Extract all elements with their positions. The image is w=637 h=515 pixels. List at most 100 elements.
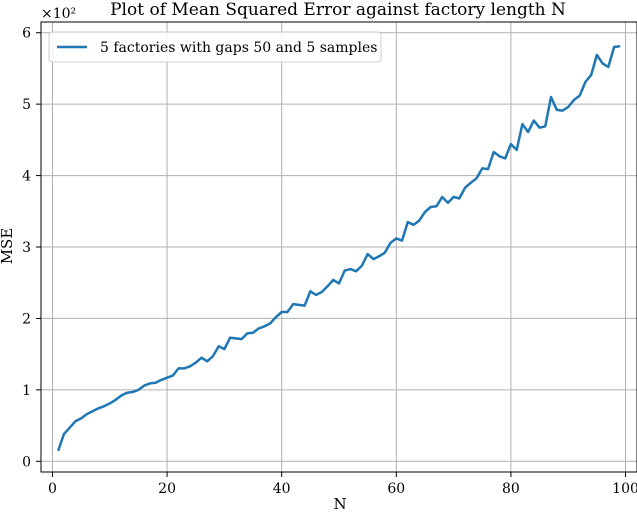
mse-data-point [155,382,157,384]
mse-data-point [172,374,174,377]
mse-data-point [412,224,415,226]
mse-data-point [235,337,237,340]
x-tick-label: 40 [273,481,291,497]
mse-data-point [183,367,185,370]
mse-data-point [395,237,397,240]
mse-data-point [407,221,409,223]
mse-data-point [361,264,363,267]
x-tick-label: 100 [612,481,637,497]
mse-data-point [372,258,374,260]
mse-data-point [579,94,581,97]
mse-data-point [91,410,94,412]
mse-data-point [281,311,283,313]
mse-data-point [619,45,621,47]
legend: 5 factories with gaps 50 and 5 samples [48,31,382,63]
mse-data-point [114,399,117,401]
mse-data-point [435,205,438,207]
mse-data-point [120,394,122,397]
mse-data-point [464,187,466,189]
mse-data-point [521,123,523,125]
grid [41,22,637,472]
mse-data-point [332,279,334,281]
mse-data-point [550,96,552,98]
mse-data-point [160,379,162,381]
mse-data-point [596,54,598,56]
mse-data-point [355,270,357,272]
mse-data-point [86,413,88,415]
mse-data-point [367,253,369,255]
mse-data-point [498,155,501,157]
mse-data-point [103,405,105,407]
mse-data-point [298,304,300,306]
y-axis-label: MSE [0,228,16,265]
mse-data-point [493,151,495,153]
mse-data-point [240,338,243,340]
mse-data-point [206,360,208,362]
legend-entry-label: 5 factories with gaps 50 and 5 samples [100,40,377,56]
mse-data-point [246,332,248,335]
y-tick-label: 4 [22,169,31,185]
mse-data-point [538,127,541,129]
mse-data-point [143,384,145,387]
mse-data-point [69,427,71,429]
x-tick-label: 60 [387,481,405,497]
mse-data-point [109,402,111,405]
mse-data-point [137,389,140,391]
y-tick-label: 5 [22,97,31,113]
mse-data-point [389,242,392,244]
mse-data-point [475,177,478,180]
x-axis-label: N [333,495,346,513]
mse-data-point [126,392,128,394]
mse-data-point [304,304,306,307]
mse-data-point [218,345,220,347]
mse-data-point [189,365,191,367]
mse-data-point [378,255,380,257]
mse-data-point [63,433,65,435]
mse-data-point [516,149,518,151]
mse-data-point [97,407,99,410]
mse-data-point [338,282,340,285]
mse-data-point [561,109,564,112]
mse-data-point [74,420,76,422]
series-layer [57,45,621,452]
y-tick-label: 1 [22,383,31,399]
mse-data-point [269,322,271,325]
mse-data-point [613,46,615,48]
x-ticks: 0 20 40 60 80 100 [48,472,637,497]
mse-data-point [556,109,558,111]
x-tick-label: 80 [502,481,520,497]
y-axis-multiplier: ×10² [41,6,76,22]
y-tick-label: 2 [22,311,31,327]
y-ticks: 0 1 2 3 4 5 6 [22,26,41,470]
mse-data-point [510,143,512,145]
mse-data-point [263,325,266,327]
mse-data-point [315,294,317,296]
mse-data-point [453,196,455,198]
mse-data-point [458,197,460,200]
mse-data-point [567,106,569,108]
y-tick-label: 3 [22,240,31,256]
x-tick-label: 0 [48,481,57,497]
mse-data-point [584,81,587,83]
mse-data-point [533,119,535,122]
mse-data-point [258,327,260,330]
mse-data-point [424,211,426,213]
mse-data-point [504,157,506,160]
mse-data-point [441,196,443,198]
mse-data-point [275,316,277,318]
mse-data-point [166,377,168,379]
mse-data-point [177,367,180,370]
mse-data-point [349,268,352,270]
mse-data-point [544,125,546,127]
mse-data-point [344,269,346,272]
legend-box [48,31,382,63]
mse-data-point [57,449,59,452]
mse-data-point [430,206,432,208]
mse-data-point [286,311,289,313]
mse-data-point [200,357,203,359]
mse-data-point [309,290,311,292]
mse-data-point [223,348,225,350]
mse-data-point [481,167,483,170]
mse-data-point [470,182,472,184]
